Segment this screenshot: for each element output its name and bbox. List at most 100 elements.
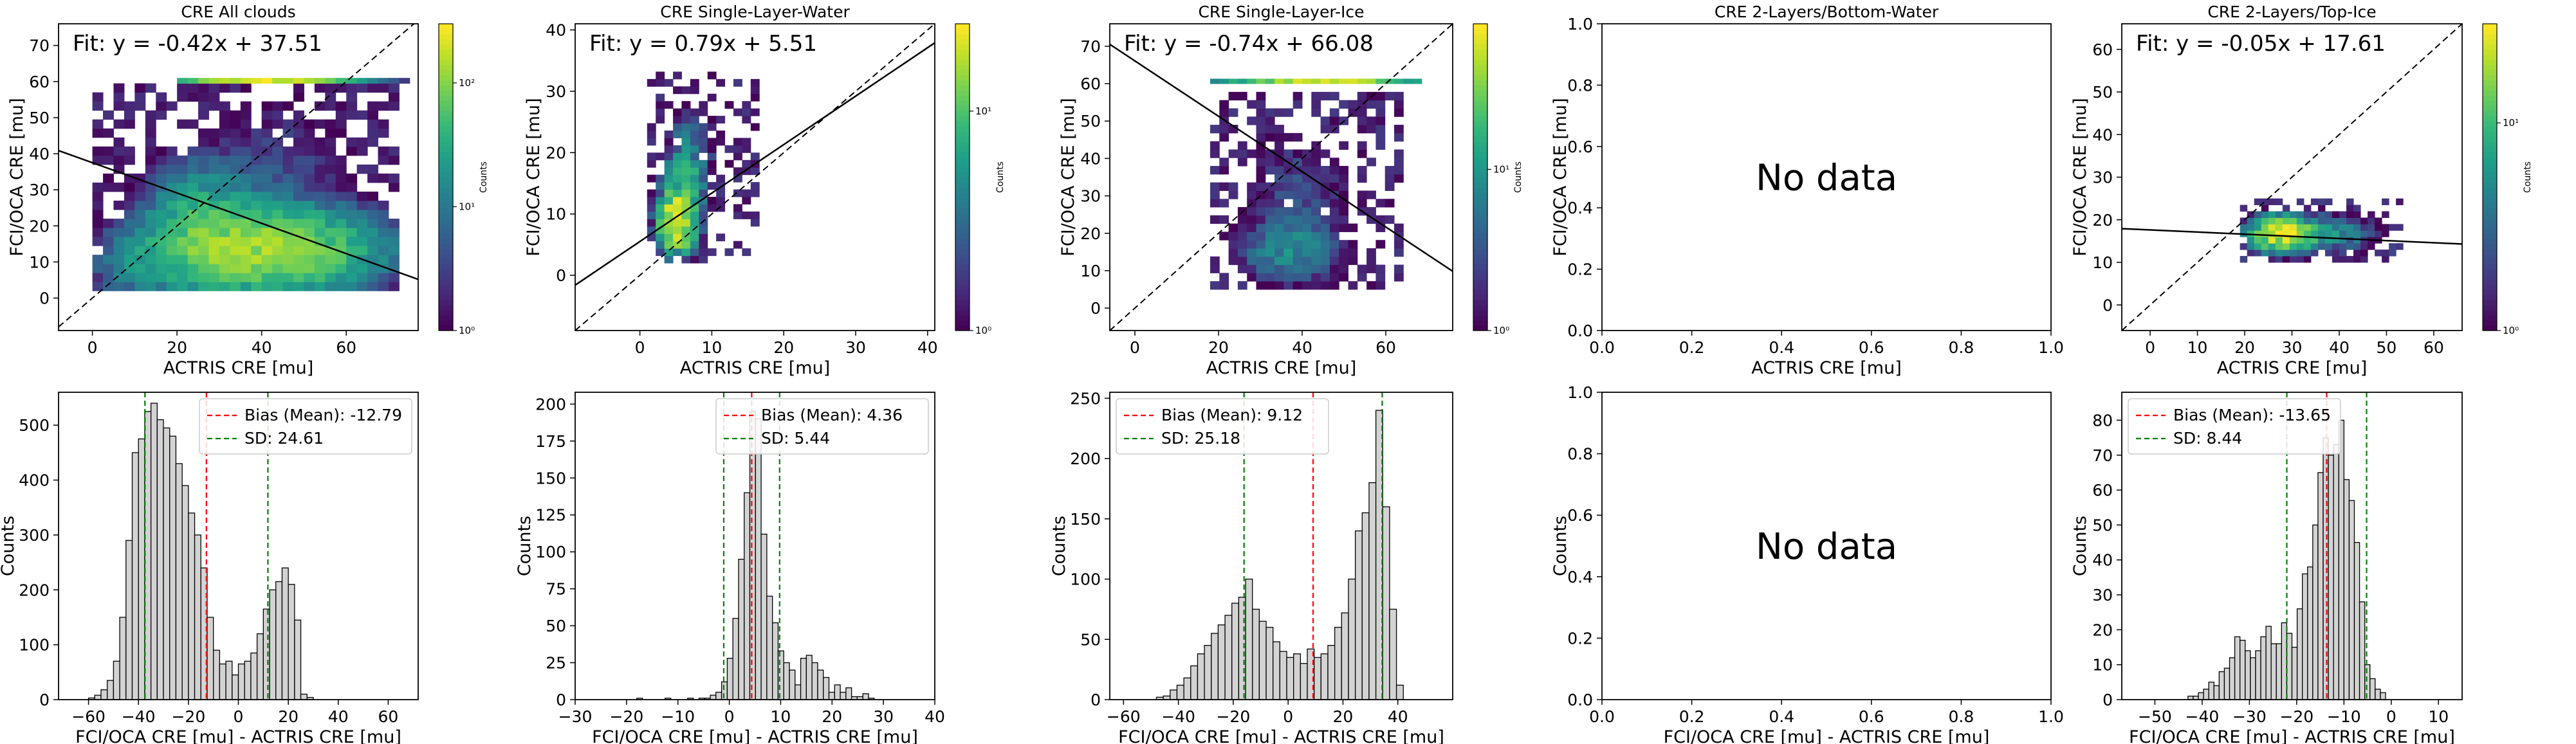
y-tick-label: 10 xyxy=(2092,656,2113,675)
colorbar-segment xyxy=(1473,121,1487,127)
colorbar-frame xyxy=(1473,23,1488,331)
histogram-bar xyxy=(2291,646,2298,700)
histogram-bar xyxy=(2312,524,2319,700)
heatmap-cell xyxy=(134,246,146,255)
heatmap-cell xyxy=(230,200,241,210)
legend-sd-label: SD: 25.18 xyxy=(1161,429,1240,448)
heatmap-cell xyxy=(1293,256,1303,266)
colorbar-segment xyxy=(2483,39,2497,45)
panel-title: CRE 2-Layers/Top-Ice xyxy=(2207,3,2376,21)
heatmap-cell xyxy=(673,248,682,257)
heatmap-cell xyxy=(219,237,230,246)
heatmap-cell xyxy=(378,200,389,210)
heatmap-cell xyxy=(699,145,708,153)
heatmap-cell xyxy=(1320,91,1330,101)
heatmap-cell xyxy=(1237,248,1247,257)
heatmap-cell xyxy=(699,138,708,146)
heatmap-cell xyxy=(2360,243,2368,250)
fit-equation: Fit: y = 0.79x + 5.51 xyxy=(589,31,817,57)
heatmap-cell xyxy=(166,173,178,183)
heatmap-cell xyxy=(230,173,241,183)
heatmap-cell xyxy=(293,137,304,147)
heatmap-cell xyxy=(2317,211,2326,218)
heatmap-cell xyxy=(707,123,717,131)
colorbar-segment xyxy=(1473,259,1487,265)
heatmap-cell xyxy=(2382,211,2389,218)
axes-frame xyxy=(58,392,419,700)
heatmap-cell xyxy=(134,264,146,273)
colorbar-segment xyxy=(439,233,453,239)
heatmap-cell xyxy=(272,164,284,174)
heatmap-cell xyxy=(304,146,315,156)
heatmap-cell xyxy=(707,167,717,176)
histogram-bar xyxy=(1204,644,1212,700)
heatmap-cell xyxy=(388,182,400,192)
y-tick-label: 60 xyxy=(29,73,50,91)
heatmap-cell xyxy=(156,164,167,174)
heatmap-cell xyxy=(1357,199,1367,208)
heatmap-cell xyxy=(113,146,125,156)
heatmap-cell xyxy=(1302,207,1312,216)
heatmap-cell xyxy=(699,167,708,176)
histogram-bar xyxy=(828,691,835,700)
heatmap-cell xyxy=(2389,243,2397,250)
heatmap-cell xyxy=(2324,211,2333,218)
colorbar-segment xyxy=(2483,136,2497,142)
x-tick-label: 40 xyxy=(2329,338,2350,357)
heatmap-cell xyxy=(293,246,304,255)
heatmap-cell xyxy=(1293,215,1303,224)
histogram-bar xyxy=(207,617,214,700)
heatmap-cell xyxy=(1357,149,1367,158)
histogram-bar xyxy=(1197,653,1205,700)
heatmap-cell xyxy=(156,210,167,219)
heatmap-cell xyxy=(335,282,347,291)
colorbar-segment xyxy=(1473,264,1487,270)
heatmap-cell xyxy=(1339,199,1348,208)
x-tick-label: 0.6 xyxy=(1859,338,1884,357)
heatmap-cell xyxy=(240,237,252,246)
heatmap-cell xyxy=(177,164,189,174)
heatmap-cell xyxy=(1256,256,1266,266)
heatmap-cell xyxy=(1339,190,1348,199)
colorbar-segment xyxy=(1473,269,1487,275)
heatmap-cell xyxy=(673,123,682,131)
colorbar-segment xyxy=(1473,274,1487,280)
heatmap-cell xyxy=(1329,78,1339,84)
heatmap-cell xyxy=(261,119,273,129)
histogram-bar xyxy=(1307,648,1315,700)
colorbar-segment xyxy=(439,203,453,208)
heatmap-cell xyxy=(1210,78,1220,84)
heatmap-cell xyxy=(325,119,336,129)
colorbar-segment xyxy=(2483,85,2497,91)
heatmap-cell xyxy=(113,119,125,129)
heatmap-cell xyxy=(1357,108,1367,117)
heatmap-cell xyxy=(304,164,315,174)
heatmap-cell xyxy=(1311,248,1321,257)
x-tick-label: 20 xyxy=(278,707,299,726)
heatmap-cell xyxy=(1394,108,1404,117)
heatmap-cell xyxy=(156,255,167,264)
heatmap-cell xyxy=(1329,158,1339,167)
colorbar-segment xyxy=(439,39,453,45)
colorbar-segment xyxy=(1473,33,1487,40)
heatmap-cell xyxy=(742,145,751,153)
heatmap-cell xyxy=(1247,264,1256,273)
y-tick-label: 0 xyxy=(1090,299,1101,318)
heatmap-cell xyxy=(681,204,691,212)
heatmap-cell xyxy=(1274,248,1284,257)
heatmap-cell xyxy=(690,116,699,124)
colorbar-segment xyxy=(1473,59,1487,66)
colorbar-segment xyxy=(439,259,453,265)
heatmap-cell xyxy=(1302,215,1312,224)
histogram-bar xyxy=(262,608,270,700)
heatmap-cell xyxy=(335,210,347,219)
heatmap-cell xyxy=(335,101,347,111)
colorbar-segment xyxy=(439,248,453,255)
heatmap-cell xyxy=(1247,207,1256,216)
heatmap-cell xyxy=(208,273,220,282)
heatmap-cell xyxy=(230,191,241,201)
colorbar-tick-label: 10¹ xyxy=(2503,117,2519,129)
histogram-bar xyxy=(281,567,289,700)
histogram-bar xyxy=(2296,608,2303,700)
heatmap-cell xyxy=(690,78,699,87)
